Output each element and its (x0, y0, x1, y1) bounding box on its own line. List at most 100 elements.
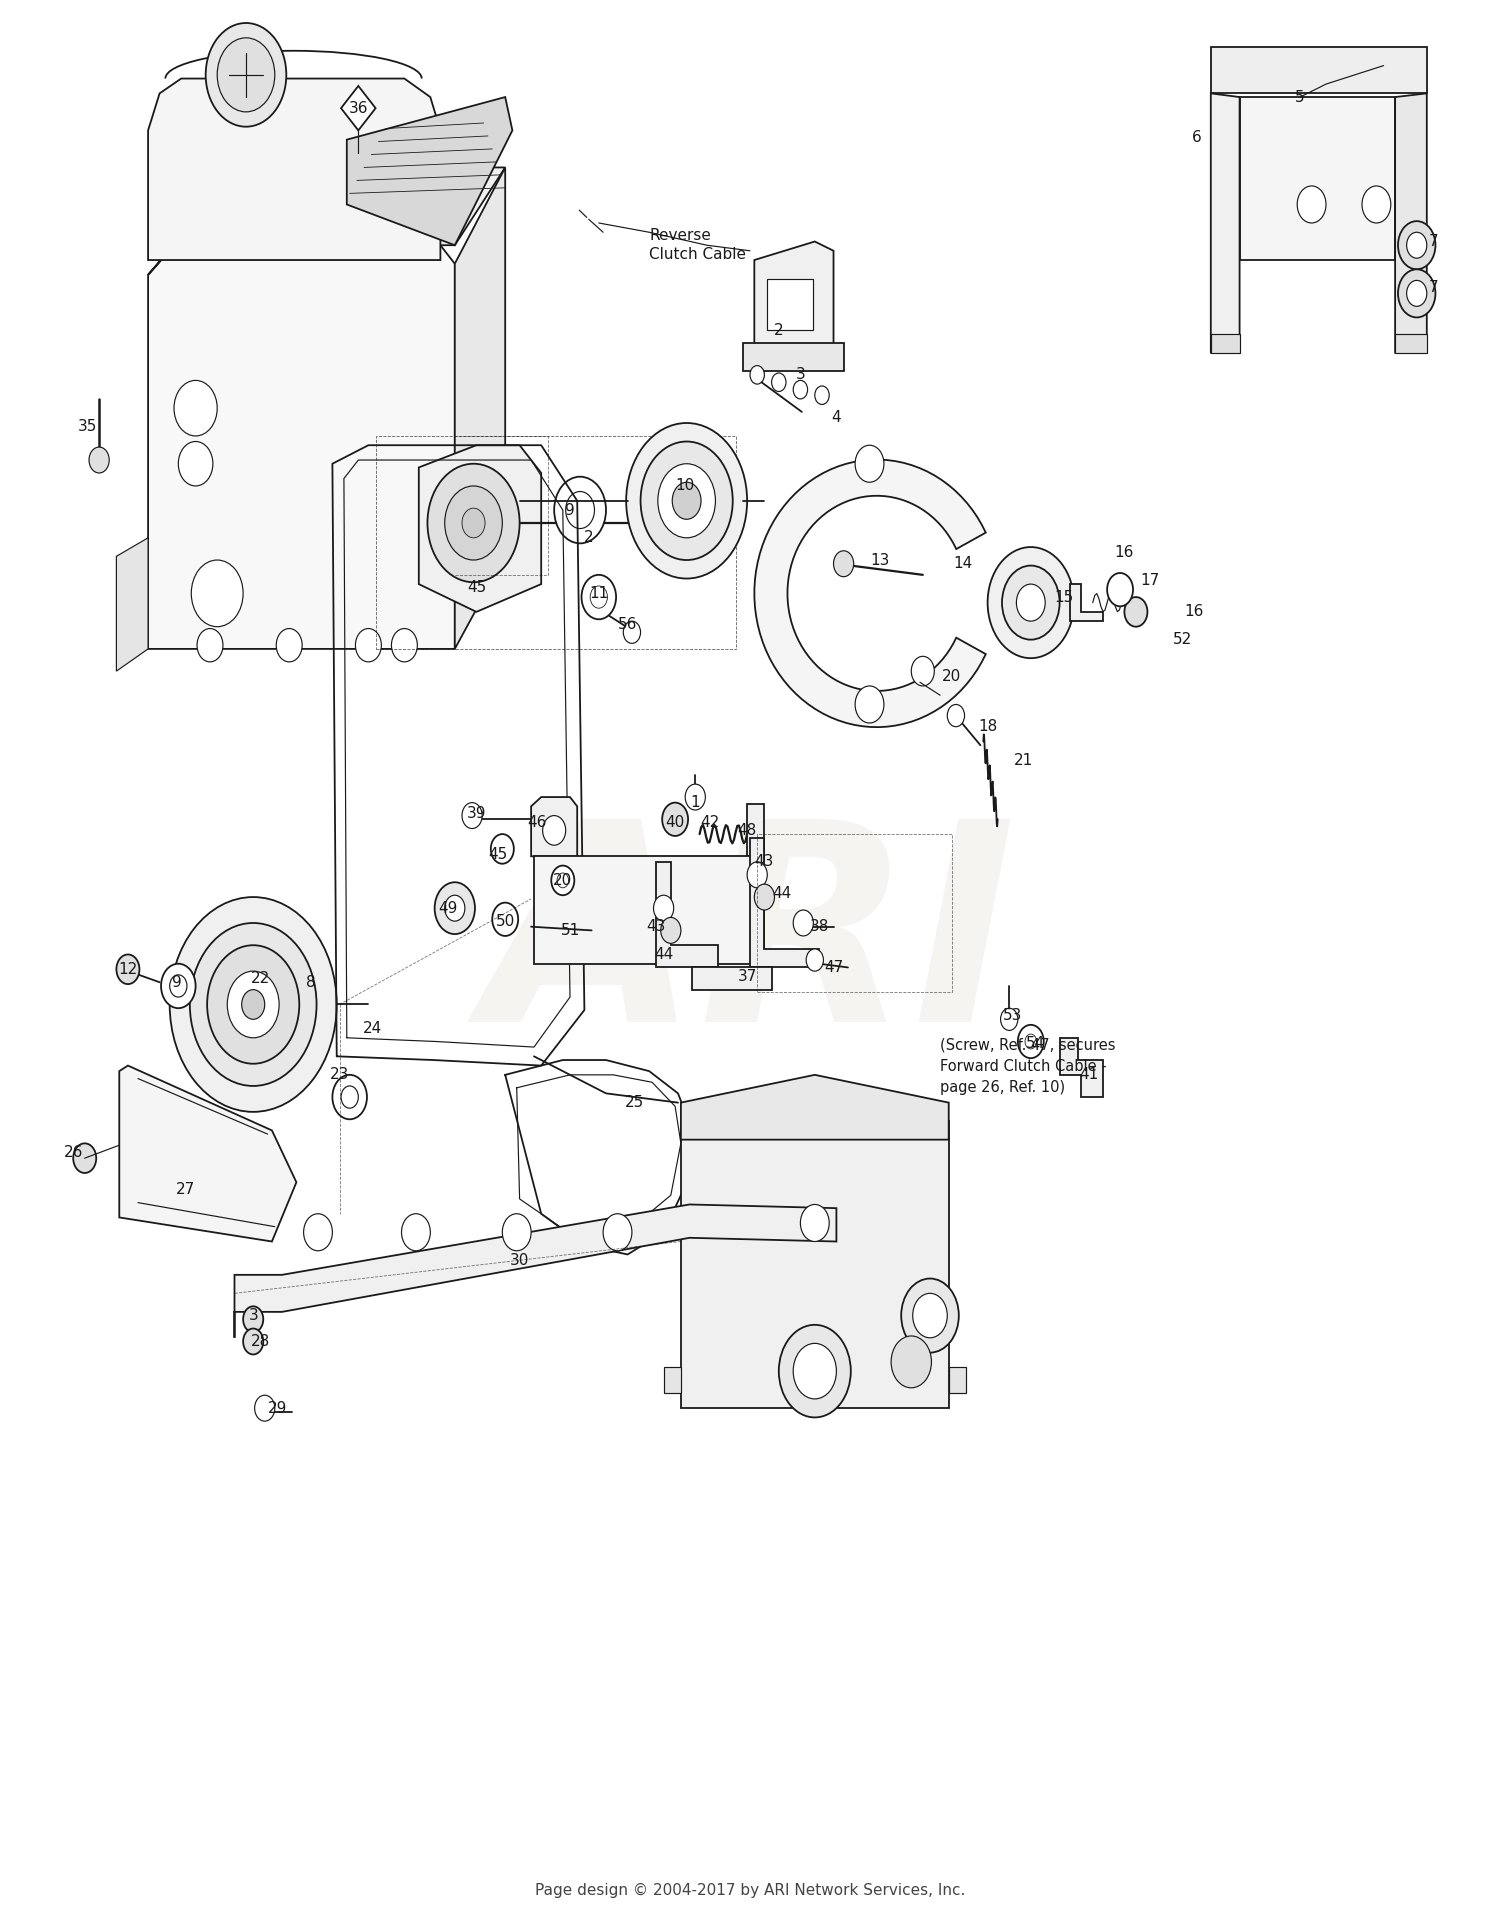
Circle shape (891, 1337, 932, 1387)
Circle shape (750, 367, 765, 384)
Text: 45: 45 (489, 847, 507, 862)
Circle shape (402, 1213, 430, 1250)
Bar (747, 804, 765, 856)
Text: 3: 3 (249, 1308, 258, 1323)
Text: 39: 39 (466, 806, 486, 822)
Circle shape (462, 507, 484, 538)
Polygon shape (120, 1065, 297, 1242)
Circle shape (117, 955, 140, 984)
Polygon shape (1059, 1038, 1102, 1098)
Text: 28: 28 (251, 1335, 270, 1348)
Circle shape (444, 486, 503, 559)
Circle shape (1107, 573, 1132, 606)
Text: 13: 13 (870, 552, 889, 567)
Circle shape (654, 895, 674, 922)
Circle shape (435, 882, 476, 934)
Text: 35: 35 (78, 419, 98, 434)
Circle shape (74, 1144, 96, 1173)
Polygon shape (346, 96, 513, 245)
Polygon shape (1395, 334, 1426, 353)
Polygon shape (663, 1368, 681, 1393)
Circle shape (444, 895, 465, 922)
Polygon shape (148, 245, 454, 648)
Circle shape (834, 552, 854, 577)
Circle shape (686, 783, 705, 810)
Circle shape (778, 1325, 850, 1418)
Text: 47: 47 (824, 961, 843, 974)
Circle shape (771, 372, 786, 392)
Circle shape (658, 463, 716, 538)
Circle shape (462, 802, 482, 829)
Text: 22: 22 (251, 970, 270, 986)
Circle shape (1000, 1009, 1018, 1030)
Circle shape (1002, 565, 1059, 640)
Circle shape (912, 1292, 948, 1339)
Circle shape (88, 448, 110, 473)
Text: 5: 5 (1296, 89, 1305, 104)
Bar (693, 968, 771, 990)
Circle shape (340, 1086, 358, 1107)
Text: (Screw, Ref. 47, secures
Forward Clutch Cable -
page 26, Ref. 10): (Screw, Ref. 47, secures Forward Clutch … (940, 1038, 1116, 1096)
Circle shape (192, 559, 243, 627)
Circle shape (987, 548, 1074, 658)
Text: 37: 37 (738, 968, 758, 984)
Text: 50: 50 (495, 914, 514, 928)
Text: 16: 16 (1184, 604, 1203, 619)
Circle shape (855, 446, 883, 482)
Circle shape (276, 629, 302, 662)
Text: 1: 1 (690, 795, 700, 810)
Circle shape (255, 1395, 274, 1422)
Circle shape (178, 442, 213, 486)
Text: 15: 15 (1054, 590, 1074, 604)
Polygon shape (531, 797, 578, 856)
Circle shape (662, 802, 688, 835)
Circle shape (556, 874, 568, 887)
Polygon shape (419, 446, 542, 611)
Circle shape (624, 621, 640, 644)
Circle shape (794, 910, 813, 936)
Text: 51: 51 (561, 922, 579, 937)
Text: 11: 11 (590, 586, 609, 600)
Circle shape (196, 629, 223, 662)
Text: ARI: ARI (484, 810, 1016, 1080)
Text: 23: 23 (330, 1067, 350, 1082)
Text: 9: 9 (566, 503, 574, 517)
Text: 44: 44 (772, 885, 792, 901)
Circle shape (590, 586, 608, 608)
Text: 38: 38 (810, 920, 830, 934)
Text: 36: 36 (348, 100, 368, 116)
Circle shape (801, 1204, 830, 1242)
Text: 8: 8 (306, 974, 315, 990)
Text: 18: 18 (978, 720, 998, 735)
Circle shape (243, 1306, 264, 1333)
Circle shape (1407, 280, 1426, 307)
Polygon shape (1210, 46, 1426, 93)
Text: 46: 46 (526, 816, 546, 831)
Polygon shape (1070, 584, 1102, 621)
Text: 40: 40 (666, 816, 684, 831)
Text: 4: 4 (831, 411, 842, 424)
Text: 3: 3 (795, 367, 806, 382)
Polygon shape (657, 862, 718, 968)
Text: 20: 20 (942, 669, 962, 685)
Text: 10: 10 (675, 478, 694, 494)
Circle shape (794, 1343, 837, 1399)
Circle shape (582, 575, 616, 619)
Text: 42: 42 (700, 816, 720, 831)
Circle shape (566, 492, 594, 529)
Circle shape (303, 1213, 333, 1250)
Circle shape (206, 23, 286, 127)
Circle shape (170, 974, 188, 997)
Polygon shape (754, 459, 986, 727)
Bar (1239, 96, 1395, 260)
Circle shape (207, 945, 300, 1063)
Circle shape (242, 990, 264, 1019)
Circle shape (1024, 1034, 1036, 1049)
Text: 17: 17 (1140, 573, 1160, 588)
Circle shape (1125, 598, 1148, 627)
Text: 7: 7 (1430, 280, 1438, 295)
Circle shape (603, 1213, 632, 1250)
Circle shape (626, 422, 747, 579)
Circle shape (948, 704, 964, 727)
Circle shape (747, 862, 768, 887)
